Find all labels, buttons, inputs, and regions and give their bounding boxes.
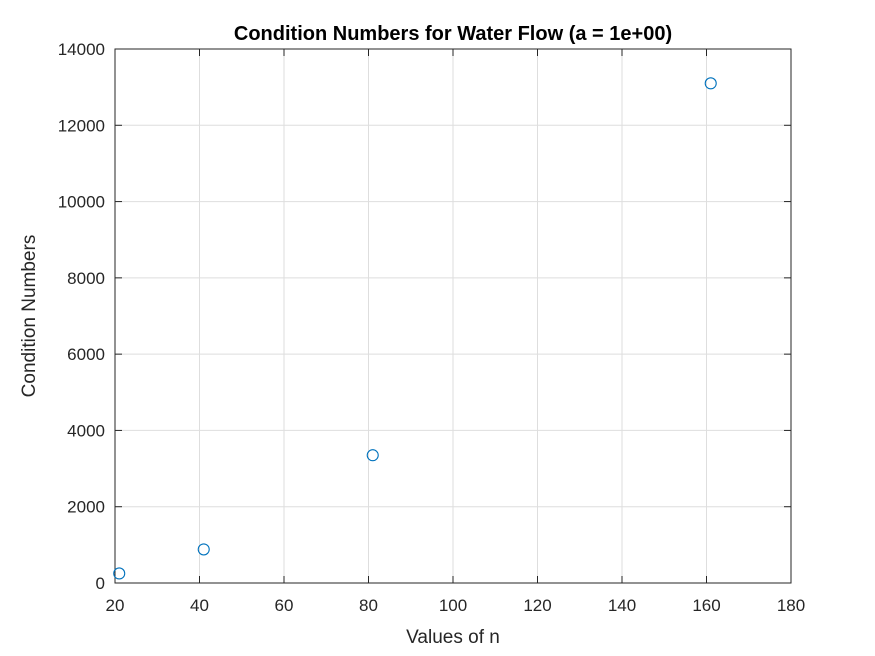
- x-tick-label: 100: [439, 596, 467, 615]
- ticks: 20 40 60 80 100 120 140 160 180 0 2000 4000 6000 8000…: [58, 40, 805, 615]
- y-tick-label: 14000: [58, 40, 105, 59]
- x-tick-label: 140: [608, 596, 636, 615]
- y-tick-label: 10000: [58, 193, 105, 212]
- data-point: [197, 543, 210, 556]
- data-point: [704, 77, 717, 90]
- y-tick-label: 12000: [58, 116, 105, 135]
- y-tick-label: 6000: [67, 345, 105, 364]
- y-tick-label: 2000: [67, 498, 105, 517]
- x-tick-label: 80: [359, 596, 378, 615]
- chart-title: Condition Numbers for Water Flow (a = 1e…: [234, 23, 672, 45]
- x-tick-label: 20: [106, 596, 125, 615]
- data-point: [113, 567, 126, 580]
- x-tick-label: 160: [692, 596, 720, 615]
- x-tick-label: 40: [190, 596, 209, 615]
- x-tick-label: 120: [523, 596, 551, 615]
- y-axis-label: Condition Numbers: [19, 235, 40, 398]
- data-point: [366, 449, 379, 462]
- x-tick-label: 60: [275, 596, 294, 615]
- x-tick-label: 180: [777, 596, 805, 615]
- x-axis-label: Values of n: [406, 627, 500, 648]
- y-tick-label: 0: [96, 574, 105, 593]
- y-tick-label: 8000: [67, 269, 105, 288]
- y-tick-label: 4000: [67, 421, 105, 440]
- data-points: [113, 77, 717, 580]
